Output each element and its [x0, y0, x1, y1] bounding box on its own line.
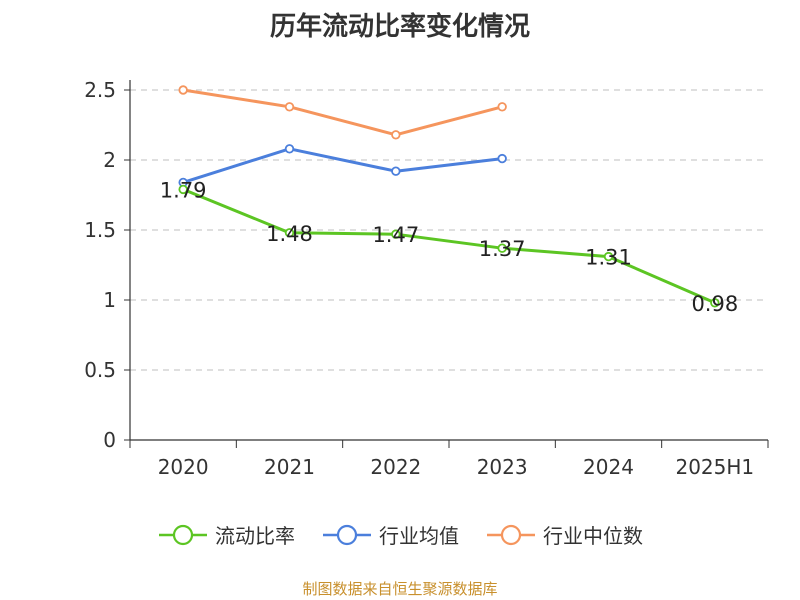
x-tick-label: 2022 [370, 455, 421, 479]
source-note: 制图数据来自恒生聚源数据库 [302, 580, 498, 598]
data-label: 1.47 [372, 223, 419, 247]
series-line [182, 188, 716, 305]
legend-swatch [323, 524, 371, 545]
grid-lines [130, 89, 768, 371]
data-label: 1.31 [585, 246, 632, 270]
axes: 0 0.5 1 1.5 2 2.5 2020 2021 2022 2023 2024 2025H1 [84, 78, 769, 479]
legend-item[interactable]: 行业中位数 [485, 520, 643, 549]
legend: 流动比率 行业均值 行业中位数 [0, 520, 800, 549]
legend-label: 行业均值 [379, 524, 459, 548]
data-point [284, 228, 295, 238]
legend-item[interactable]: 行业均值 [321, 520, 459, 549]
series-line [182, 147, 503, 184]
y-tick-label: 2.5 [84, 78, 116, 102]
data-point [178, 184, 188, 195]
data-point [497, 153, 507, 164]
data-label: 1.37 [479, 237, 526, 261]
data-labels: 1.79 1.48 1.47 1.37 1.31 0.98 [160, 178, 738, 315]
y-tick-label: 0.5 [84, 358, 116, 382]
series-lines [178, 85, 720, 308]
data-point [497, 102, 507, 112]
data-point [178, 85, 188, 95]
legend-item[interactable]: 流动比率 [157, 520, 295, 549]
data-label: 1.79 [160, 178, 207, 202]
data-point [284, 144, 295, 154]
legend-swatch [159, 524, 207, 545]
data-point [710, 298, 720, 308]
legend-label: 流动比率 [215, 524, 295, 548]
data-point [497, 243, 507, 253]
x-tick-label: 2025H1 [675, 455, 754, 479]
legend-label: 行业中位数 [543, 524, 643, 548]
y-tick-label: 1.5 [84, 218, 116, 242]
x-tick-label: 2024 [583, 455, 634, 479]
data-label: 1.48 [266, 222, 313, 246]
x-tick-label: 2020 [158, 455, 209, 479]
data-point [391, 166, 401, 176]
data-point [284, 102, 295, 112]
data-label: 0.98 [691, 292, 738, 316]
chart-title: 历年流动比率变化情况 [269, 12, 530, 42]
data-point [391, 229, 401, 239]
x-tick-label: 2023 [477, 455, 528, 479]
x-tick-label: 2021 [264, 455, 315, 479]
data-point [391, 130, 401, 140]
series-line [182, 88, 503, 137]
y-tick-label: 1 [103, 288, 116, 312]
y-tick-label: 2 [103, 148, 116, 172]
data-point [603, 251, 614, 262]
legend-swatch [487, 524, 535, 545]
y-tick-label: 0 [103, 428, 116, 452]
